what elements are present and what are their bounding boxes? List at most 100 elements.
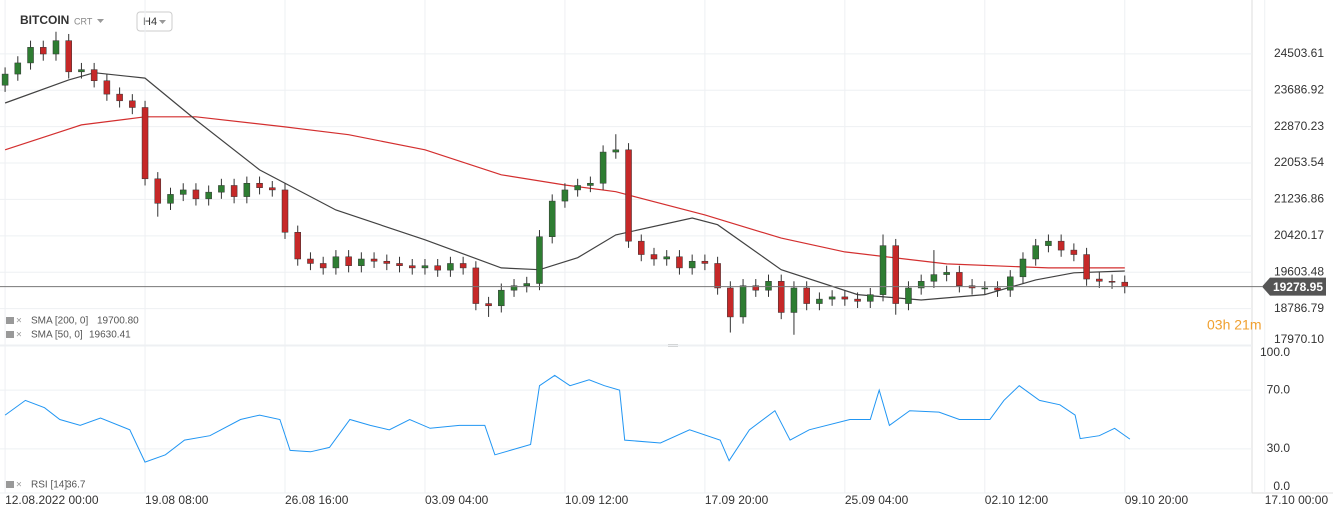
legend-name: SMA [50, 0] [31, 330, 83, 341]
candle-body [879, 245, 887, 295]
candle-body [1057, 240, 1065, 251]
candle-body [1121, 281, 1129, 287]
y-tick-label: 19603.48 [1274, 264, 1324, 278]
candle-body [854, 298, 861, 302]
y-tick-label: 23686.92 [1274, 82, 1324, 96]
candle-body [587, 182, 594, 186]
rsi-value: 36.7 [66, 480, 86, 491]
candle-body [841, 296, 849, 300]
candle-body [256, 182, 263, 188]
candle-body [1007, 276, 1014, 291]
candle-body [370, 258, 378, 262]
candle-body [803, 287, 810, 304]
candle-body [1070, 249, 1078, 255]
candle-body [78, 69, 85, 73]
candle-body [408, 265, 416, 269]
legend-close: × [16, 330, 22, 341]
candle-body [599, 151, 607, 184]
timeframe[interactable]: H4 [143, 16, 157, 28]
candle-body [332, 256, 340, 269]
candle-body [167, 194, 174, 204]
candle-body [116, 93, 123, 102]
candle-body [1045, 240, 1052, 246]
candle-body [943, 272, 950, 275]
candle-body [867, 294, 874, 302]
candle-body [892, 245, 899, 304]
countdown: 03h 21m [1207, 317, 1261, 333]
candle-body [294, 232, 301, 260]
candle-body [472, 267, 480, 304]
candle-body [777, 281, 785, 313]
legend-icon[interactable] [6, 317, 14, 324]
sma-line [4, 72, 1125, 301]
dropdown-arrow[interactable] [97, 19, 104, 23]
candle-body [828, 296, 836, 300]
candle-body [510, 285, 518, 291]
candle-body [688, 260, 696, 269]
candle-body [459, 263, 467, 269]
rsi-name: RSI [14] [31, 480, 67, 491]
x-tick-label: 17.10 00:00 [1265, 493, 1329, 507]
grid [0, 0, 1266, 494]
candle-body [727, 287, 734, 318]
candle-body [129, 100, 136, 108]
candle-body [90, 69, 98, 82]
instrument-type[interactable]: CRT [74, 16, 93, 26]
candle-body [103, 80, 111, 95]
candle-body [27, 47, 34, 64]
candle-body [561, 189, 569, 202]
legend-icon[interactable] [6, 331, 14, 338]
dropdown-arrow[interactable] [159, 20, 166, 24]
legend-icon[interactable] [6, 481, 14, 488]
x-tick-label: 09.10 20:00 [1125, 493, 1189, 507]
y-tick-label: 21236.86 [1274, 192, 1324, 206]
candle-body [930, 274, 938, 282]
candle-body [179, 189, 187, 195]
candle-body [205, 191, 212, 200]
rsi-line [4, 374, 1131, 463]
candle-body [956, 272, 963, 286]
candle-body [905, 287, 912, 304]
last-price-label: 19278.95 [1273, 280, 1323, 294]
candle-body [40, 47, 47, 55]
x-tick-label: 26.08 16:00 [285, 493, 349, 507]
candle-body [765, 281, 772, 291]
last-price-tag [1262, 277, 1326, 296]
candle-body [548, 200, 556, 237]
x-tick-label: 25.09 04:00 [845, 493, 909, 507]
y-tick-label: 17970.10 [1274, 332, 1324, 346]
rsi-tick-label: 100.0 [1260, 345, 1290, 359]
candle-body [994, 287, 1001, 291]
instrument-title: BITCOIN [20, 13, 69, 27]
candle-body [421, 265, 429, 269]
candle-body [1108, 281, 1116, 283]
candle-body [536, 236, 543, 284]
candle-body [739, 285, 747, 318]
timeframe-box[interactable] [136, 11, 173, 32]
x-tick-label: 02.10 12:00 [985, 493, 1049, 507]
candle-body [574, 185, 581, 191]
candle-body [701, 260, 709, 264]
candle-body [141, 107, 149, 180]
y-tick-label: 22870.23 [1274, 119, 1324, 133]
legend-value: 19630.41 [89, 330, 131, 341]
legend-close: × [16, 480, 22, 491]
candle-body [1032, 245, 1039, 260]
candle-body [345, 256, 352, 266]
x-tick-label: 12.08.2022 00:00 [5, 493, 99, 507]
candle-body [1083, 254, 1090, 280]
y-tick-label: 22053.54 [1274, 155, 1324, 169]
candle-body [243, 182, 251, 197]
candle-body [1096, 278, 1103, 282]
rsi-tick-label: 30.0 [1267, 441, 1291, 455]
candle-body [663, 256, 670, 260]
legend-value: 19700.80 [97, 316, 139, 327]
candle-body [192, 189, 200, 200]
candle-body [816, 298, 823, 304]
candle-body [790, 287, 798, 313]
y-tick-label: 20420.17 [1274, 228, 1324, 242]
candle-body [281, 189, 289, 233]
candle-body [485, 303, 492, 307]
